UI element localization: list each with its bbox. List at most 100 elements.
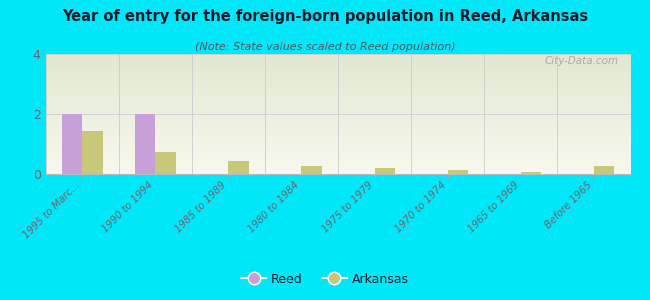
Legend: Reed, Arkansas: Reed, Arkansas	[236, 268, 414, 291]
Bar	[46, 150, 630, 151]
Bar	[46, 69, 630, 70]
Bar	[46, 107, 630, 108]
Bar	[46, 142, 630, 143]
Bar	[46, 161, 630, 162]
Bar	[46, 109, 630, 110]
Bar	[46, 131, 630, 132]
Bar	[46, 70, 630, 71]
Bar	[46, 85, 630, 86]
Bar	[46, 63, 630, 64]
Bar	[46, 120, 630, 121]
Bar	[46, 93, 630, 94]
Bar	[448, 170, 468, 174]
Bar	[46, 111, 630, 112]
Bar	[62, 114, 82, 174]
Bar	[228, 161, 249, 174]
Bar	[46, 137, 630, 138]
Bar	[46, 103, 630, 104]
Bar	[46, 59, 630, 60]
Bar	[46, 54, 630, 55]
Bar	[46, 67, 630, 68]
Bar	[46, 139, 630, 140]
Bar	[46, 154, 630, 155]
Bar	[46, 81, 630, 82]
Bar	[46, 118, 630, 119]
Bar	[46, 89, 630, 90]
Bar	[46, 76, 630, 77]
Bar	[82, 130, 103, 174]
Bar	[46, 100, 630, 101]
Bar	[46, 168, 630, 169]
Bar	[46, 170, 630, 171]
Bar	[46, 123, 630, 124]
Bar	[46, 149, 630, 150]
Bar	[374, 168, 395, 174]
Bar	[46, 66, 630, 67]
Bar	[46, 108, 630, 109]
Bar	[46, 126, 630, 127]
Bar	[46, 115, 630, 116]
Bar	[46, 56, 630, 57]
Bar	[302, 166, 322, 174]
Bar	[46, 101, 630, 102]
Bar	[46, 106, 630, 107]
Bar	[46, 128, 630, 129]
Bar	[46, 68, 630, 69]
Bar	[46, 75, 630, 76]
Bar	[46, 124, 630, 125]
Bar	[46, 152, 630, 153]
Bar	[46, 79, 630, 80]
Text: (Note: State values scaled to Reed population): (Note: State values scaled to Reed popul…	[195, 42, 455, 52]
Bar	[46, 155, 630, 156]
Bar	[46, 117, 630, 118]
Bar	[46, 105, 630, 106]
Text: City-Data.com: City-Data.com	[545, 56, 619, 66]
Bar	[46, 140, 630, 141]
Bar	[46, 145, 630, 146]
Bar	[46, 114, 630, 115]
Bar	[46, 102, 630, 103]
Text: Year of entry for the foreign-born population in Reed, Arkansas: Year of entry for the foreign-born popul…	[62, 9, 588, 24]
Bar	[46, 133, 630, 134]
Bar	[46, 132, 630, 133]
Bar	[46, 82, 630, 83]
Bar	[46, 171, 630, 172]
Bar	[46, 153, 630, 154]
Bar	[46, 121, 630, 122]
Bar	[46, 169, 630, 170]
Bar	[46, 129, 630, 130]
Bar	[46, 172, 630, 173]
Bar	[46, 144, 630, 145]
Bar	[46, 73, 630, 74]
Bar	[46, 72, 630, 73]
Bar	[46, 87, 630, 88]
Bar	[46, 165, 630, 166]
Bar	[594, 166, 614, 174]
Bar	[46, 173, 630, 174]
Bar	[46, 62, 630, 63]
Bar	[46, 60, 630, 61]
Bar	[46, 130, 630, 131]
Bar	[46, 94, 630, 95]
Bar	[46, 95, 630, 96]
Bar	[46, 80, 630, 81]
Bar	[46, 86, 630, 87]
Bar	[46, 98, 630, 99]
Bar	[46, 96, 630, 97]
Bar	[46, 55, 630, 56]
Bar	[46, 90, 630, 91]
Bar	[46, 99, 630, 100]
Bar	[46, 119, 630, 120]
Bar	[46, 158, 630, 159]
Bar	[46, 61, 630, 62]
Bar	[46, 84, 630, 85]
Bar	[46, 157, 630, 158]
Bar	[46, 64, 630, 65]
Bar	[46, 71, 630, 72]
Bar	[46, 88, 630, 89]
Bar	[46, 112, 630, 113]
Bar	[46, 159, 630, 160]
Bar	[46, 57, 630, 58]
Bar	[155, 152, 176, 174]
Bar	[46, 141, 630, 142]
